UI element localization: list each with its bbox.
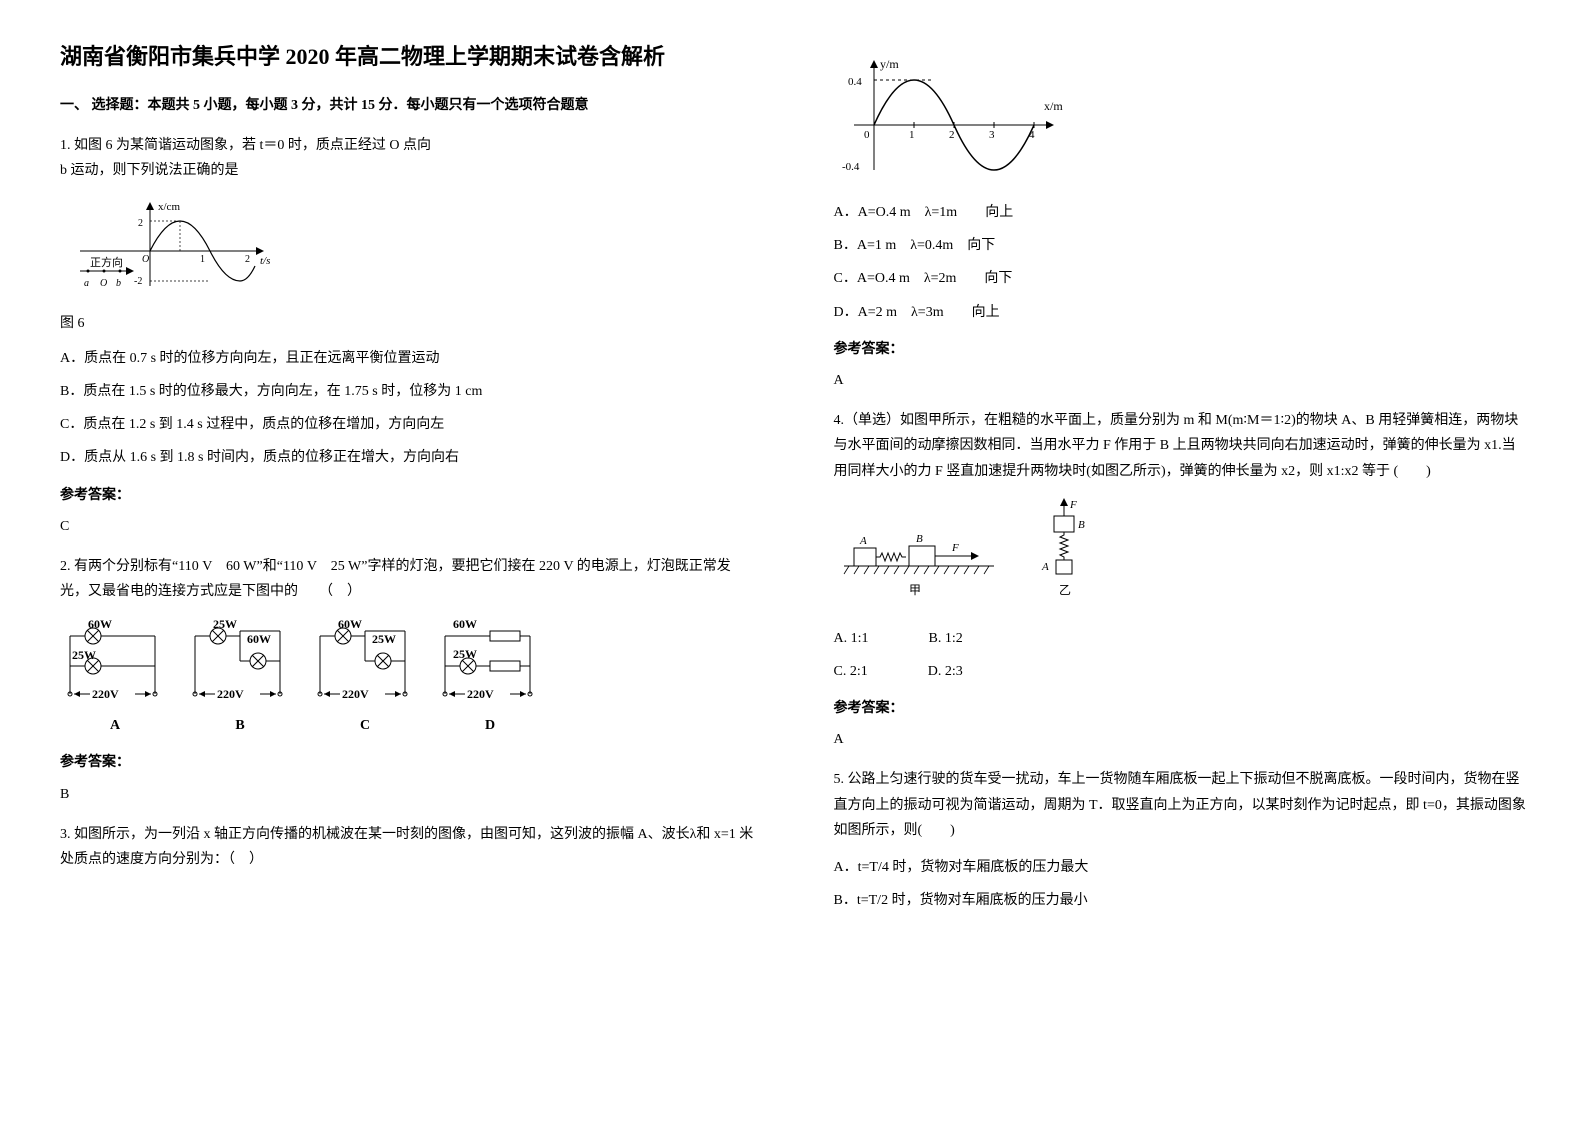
fig2-D: D bbox=[435, 713, 545, 738]
q1-optB: B．质点在 1.5 s 时的位移最大，方向向左，在 1.75 s 时，位移为 1… bbox=[60, 379, 754, 404]
svg-text:乙: 乙 bbox=[1059, 583, 1071, 597]
fig3-ylabel: y/m bbox=[880, 57, 899, 71]
q4-optC: C. 2:1 bbox=[834, 659, 868, 684]
q3-optB: B．A=1 m λ=0.4m 向下 bbox=[834, 233, 1528, 258]
svg-text:60W: 60W bbox=[88, 617, 112, 631]
svg-text:B: B bbox=[1078, 519, 1085, 531]
fig1-xlabel: t/s bbox=[260, 255, 270, 267]
svg-text:F: F bbox=[951, 542, 959, 554]
q4-answer: A bbox=[834, 727, 1528, 752]
fig2-A: A bbox=[60, 713, 170, 738]
svg-text:a: a bbox=[84, 278, 89, 289]
fig3-xlabel: x/m bbox=[1044, 99, 1063, 113]
figure-2: 60W 25W bbox=[60, 616, 754, 738]
q4-optB: B. 1:2 bbox=[929, 626, 963, 651]
svg-text:O: O bbox=[142, 254, 149, 265]
q3-optA: A．A=O.4 m λ=1m 向上 bbox=[834, 200, 1528, 225]
fig2-C: C bbox=[310, 713, 420, 738]
svg-text:25W: 25W bbox=[72, 648, 96, 662]
q1-optC: C．质点在 1.2 s 到 1.4 s 过程中，质点的位移在增加，方向向左 bbox=[60, 412, 754, 437]
svg-text:3: 3 bbox=[989, 129, 995, 141]
q3-answer: A bbox=[834, 368, 1528, 393]
q1-optA: A．质点在 0.7 s 时的位移方向向左，且正在远离平衡位置运动 bbox=[60, 346, 754, 371]
q1-stem-a: 1. 如图 6 为某简谐运动图象，若 t＝0 时，质点正经过 O 点向 bbox=[60, 133, 754, 158]
fig1-dir: 正方向 bbox=[90, 255, 123, 269]
svg-text:60W: 60W bbox=[247, 632, 271, 646]
question-5: 5. 公路上匀速行驶的货车受一扰动，车上一货物随车厢底板一起上下振动但不脱离底板… bbox=[834, 767, 1528, 843]
svg-text:甲: 甲 bbox=[909, 583, 921, 597]
fig1-x2: 2 bbox=[245, 254, 250, 265]
question-1: 1. 如图 6 为某简谐运动图象，若 t＝0 时，质点正经过 O 点向 b 运动… bbox=[60, 133, 754, 183]
q1-answer-label: 参考答案： bbox=[60, 483, 754, 508]
svg-text:220V: 220V bbox=[92, 687, 119, 701]
fig2-B: B bbox=[185, 713, 295, 738]
svg-text:25W: 25W bbox=[372, 632, 396, 646]
q2-answer: B bbox=[60, 782, 754, 807]
section-header: 一、 选择题：本题共 5 小题，每小题 3 分，共计 15 分．每小题只有一个选… bbox=[60, 93, 754, 118]
fig1-ymin: -2 bbox=[134, 276, 142, 287]
figure-4: A B F 甲 F B A 乙 bbox=[834, 496, 1528, 616]
q4-optD: D. 2:3 bbox=[928, 659, 963, 684]
q5-optB: B．t=T/2 时，货物对车厢底板的压力最小 bbox=[834, 888, 1528, 913]
svg-text:b: b bbox=[116, 278, 121, 289]
q5-optA: A．t=T/4 时，货物对车厢底板的压力最大 bbox=[834, 855, 1528, 880]
svg-text:A: A bbox=[1041, 561, 1049, 573]
svg-text:1: 1 bbox=[909, 129, 915, 141]
fig1-caption: 图 6 bbox=[60, 311, 754, 336]
fig3-ymax: 0.4 bbox=[848, 76, 862, 88]
fig1-ymax: 2 bbox=[138, 218, 143, 229]
q1-answer: C bbox=[60, 514, 754, 539]
page-title: 湖南省衡阳市集兵中学 2020 年高二物理上学期期末试卷含解析 bbox=[60, 40, 754, 73]
question-2: 2. 有两个分别标有“110 V 60 W”和“110 V 25 W”字样的灯泡… bbox=[60, 554, 754, 604]
question-3: 3. 如图所示，为一列沿 x 轴正方向传播的机械波在某一时刻的图像，由图可知，这… bbox=[60, 822, 754, 872]
fig3-ymin: -0.4 bbox=[842, 161, 860, 173]
svg-text:0: 0 bbox=[864, 129, 870, 141]
svg-text:220V: 220V bbox=[467, 687, 494, 701]
q3-optD: D．A=2 m λ=3m 向上 bbox=[834, 300, 1528, 325]
q1-optD: D．质点从 1.6 s 到 1.8 s 时间内，质点的位移正在增大，方向向右 bbox=[60, 445, 754, 470]
svg-text:F: F bbox=[1069, 499, 1077, 511]
svg-text:220V: 220V bbox=[217, 687, 244, 701]
svg-text:2: 2 bbox=[949, 129, 955, 141]
figure-3: y/m x/m 0.4 -0.4 0 1 2 3 4 bbox=[834, 50, 1528, 190]
svg-text:25W: 25W bbox=[213, 617, 237, 631]
fig1-ylabel: x/cm bbox=[158, 201, 180, 213]
q3-optC: C．A=O.4 m λ=2m 向下 bbox=[834, 266, 1528, 291]
fig1-x1: 1 bbox=[200, 254, 205, 265]
svg-text:60W: 60W bbox=[453, 617, 477, 631]
svg-text:O: O bbox=[100, 278, 107, 289]
svg-text:B: B bbox=[916, 533, 923, 545]
q1-stem-b: b 运动，则下列说法正确的是 bbox=[60, 158, 754, 183]
svg-text:220V: 220V bbox=[342, 687, 369, 701]
q4-optA: A. 1:1 bbox=[834, 626, 869, 651]
q4-answer-label: 参考答案： bbox=[834, 696, 1528, 721]
svg-text:A: A bbox=[859, 535, 867, 547]
svg-text:60W: 60W bbox=[338, 617, 362, 631]
q2-answer-label: 参考答案： bbox=[60, 750, 754, 775]
figure-1: x/cm t/s 2 -2 1 2 O 正方向 a O bbox=[60, 196, 754, 336]
q3-answer-label: 参考答案： bbox=[834, 337, 1528, 362]
question-4: 4.（单选）如图甲所示，在粗糙的水平面上，质量分别为 m 和 M(m∶M＝1∶2… bbox=[834, 408, 1528, 484]
